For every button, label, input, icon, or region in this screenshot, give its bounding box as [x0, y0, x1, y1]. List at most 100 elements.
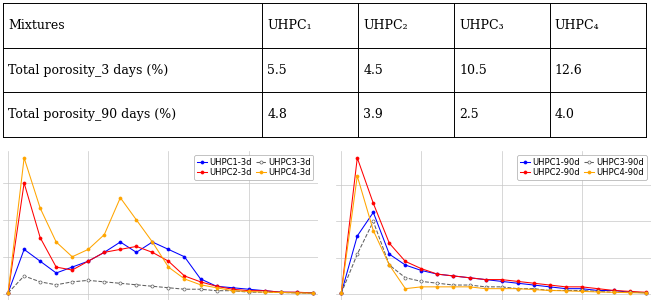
UHPC3-90d [402, 276, 409, 280]
UHPC1-90d [385, 252, 393, 256]
UHPC3-3d [309, 291, 317, 295]
UHPC4-3d [148, 240, 156, 244]
UHPC4-3d [133, 218, 141, 222]
UHPC4-3d [197, 283, 205, 287]
UHPC1-90d [481, 278, 489, 281]
UHPC1-90d [546, 285, 554, 289]
UHPC1-3d [293, 291, 301, 294]
UHPC1-3d [148, 240, 156, 244]
Text: UHPC₂: UHPC₂ [363, 19, 408, 32]
UHPC4-3d [36, 206, 44, 210]
UHPC4-90d [594, 290, 602, 294]
UHPC4-3d [84, 248, 92, 251]
UHPC1-90d [513, 281, 521, 285]
UHPC2-3d [84, 259, 92, 263]
UHPC4-90d [337, 291, 345, 295]
UHPC3-90d [642, 291, 650, 295]
UHPC4-3d [261, 290, 269, 294]
Text: Total porosity_3 days (%): Total porosity_3 days (%) [9, 64, 169, 77]
UHPC2-90d [498, 278, 506, 281]
UHPC1-3d [165, 248, 173, 251]
UHPC1-90d [337, 291, 345, 295]
UHPC4-90d [530, 288, 538, 291]
UHPC3-90d [546, 289, 554, 292]
UHPC1-3d [84, 259, 92, 263]
UHPC2-3d [261, 289, 269, 292]
UHPC2-90d [449, 274, 457, 278]
UHPC1-3d [133, 251, 141, 254]
UHPC1-90d [466, 276, 473, 280]
UHPC2-90d [481, 278, 489, 281]
UHPC4-3d [100, 233, 108, 236]
UHPC4-90d [642, 291, 650, 295]
UHPC3-90d [434, 281, 441, 285]
UHPC1-3d [36, 259, 44, 263]
UHPC4-3d [68, 255, 76, 258]
UHPC2-3d [213, 285, 220, 288]
UHPC1-3d [52, 271, 60, 275]
UHPC4-3d [52, 240, 60, 244]
UHPC4-90d [434, 285, 441, 289]
UHPC1-90d [370, 211, 377, 214]
UHPC3-3d [261, 290, 269, 294]
UHPC2-90d [402, 260, 409, 263]
UHPC1-90d [642, 291, 650, 295]
UHPC2-3d [52, 265, 60, 269]
UHPC3-3d [213, 289, 220, 292]
UHPC2-3d [277, 290, 284, 294]
Text: 4.8: 4.8 [267, 108, 287, 121]
UHPC1-90d [402, 263, 409, 267]
Line: UHPC3-3d: UHPC3-3d [7, 275, 315, 295]
UHPC3-3d [277, 291, 284, 294]
UHPC3-90d [481, 285, 489, 289]
UHPC3-90d [370, 220, 377, 223]
UHPC3-90d [385, 263, 393, 267]
Text: 5.5: 5.5 [267, 64, 287, 77]
Text: Mixtures: Mixtures [9, 19, 65, 32]
UHPC1-3d [116, 240, 124, 244]
UHPC4-90d [626, 291, 634, 295]
UHPC4-3d [245, 290, 252, 293]
UHPC1-3d [213, 285, 220, 288]
UHPC3-3d [52, 283, 60, 287]
UHPC2-3d [20, 181, 28, 185]
UHPC1-90d [530, 283, 538, 287]
UHPC1-3d [309, 291, 317, 295]
UHPC1-3d [68, 265, 76, 269]
UHPC2-90d [353, 156, 361, 160]
UHPC4-3d [165, 265, 173, 269]
UHPC4-3d [181, 277, 188, 281]
UHPC1-90d [353, 234, 361, 238]
Text: 4.0: 4.0 [555, 108, 575, 121]
UHPC2-90d [594, 287, 602, 291]
Text: 2.5: 2.5 [459, 108, 479, 121]
Line: UHPC1-3d: UHPC1-3d [7, 241, 315, 295]
UHPC3-3d [293, 291, 301, 295]
UHPC1-3d [245, 288, 252, 291]
UHPC2-90d [513, 280, 521, 283]
UHPC3-3d [68, 280, 76, 284]
Text: 4.5: 4.5 [363, 64, 383, 77]
UHPC3-90d [594, 290, 602, 293]
UHPC3-90d [562, 289, 570, 292]
UHPC4-90d [385, 263, 393, 267]
UHPC3-3d [84, 278, 92, 282]
UHPC2-90d [642, 291, 650, 294]
UHPC4-3d [4, 291, 12, 295]
Text: 10.5: 10.5 [459, 64, 487, 77]
Text: 3.9: 3.9 [363, 108, 383, 121]
UHPC3-90d [417, 280, 425, 283]
UHPC2-3d [309, 291, 317, 295]
UHPC4-90d [481, 287, 489, 291]
UHPC2-3d [133, 245, 141, 248]
UHPC2-90d [417, 267, 425, 271]
UHPC1-90d [578, 287, 586, 291]
UHPC2-3d [68, 268, 76, 272]
UHPC2-3d [4, 291, 12, 295]
UHPC4-3d [116, 196, 124, 200]
UHPC1-90d [498, 280, 506, 283]
UHPC4-3d [309, 291, 317, 295]
UHPC2-90d [370, 201, 377, 205]
UHPC2-3d [36, 236, 44, 239]
UHPC2-90d [610, 289, 618, 292]
